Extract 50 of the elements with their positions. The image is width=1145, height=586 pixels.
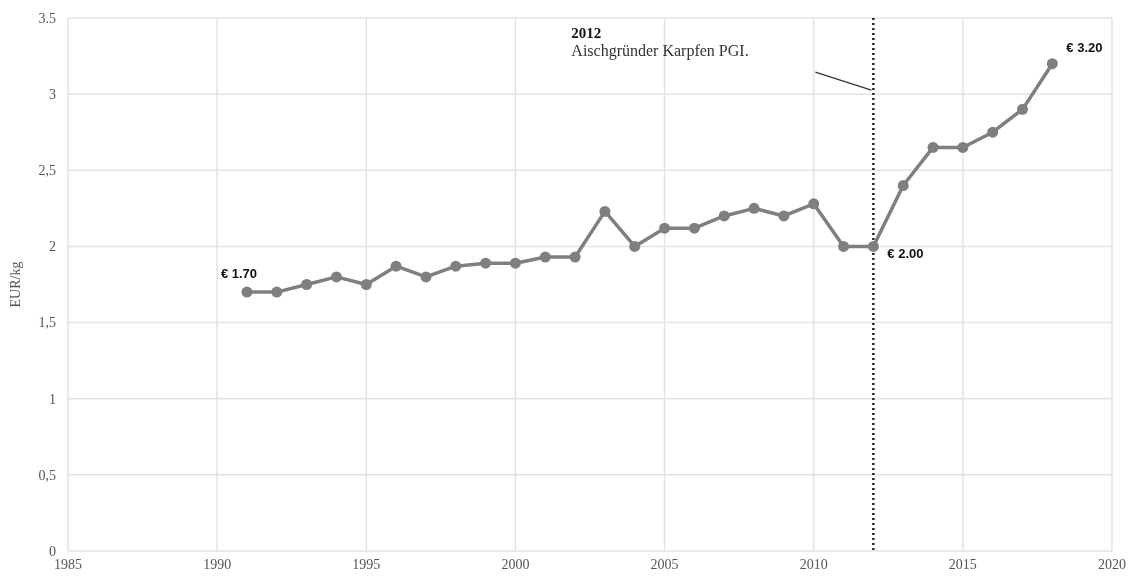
data-label: € 3.20 xyxy=(1066,39,1103,55)
point xyxy=(450,260,462,272)
point xyxy=(599,205,611,217)
point xyxy=(987,126,999,138)
y-tick-label: 3 xyxy=(49,87,56,103)
point xyxy=(897,180,909,192)
x-tick-label: 2015 xyxy=(948,557,977,572)
x-tick-label: 1995 xyxy=(352,557,381,572)
point xyxy=(808,198,820,210)
point xyxy=(1046,58,1058,70)
point xyxy=(659,222,671,234)
point xyxy=(271,286,283,298)
x-tick-label: 2010 xyxy=(799,557,828,572)
y-axis-title: EUR/kg xyxy=(8,261,23,308)
point xyxy=(927,141,939,153)
x-tick-label: 2005 xyxy=(650,557,679,572)
point xyxy=(301,279,313,290)
point xyxy=(688,222,700,234)
y-tick-label: 3.5 xyxy=(38,10,56,26)
point xyxy=(718,210,730,222)
x-tick-label: 2000 xyxy=(501,557,530,572)
point xyxy=(748,202,760,214)
data-label: € 1.70 xyxy=(220,266,258,282)
y-tick-label: 1,5 xyxy=(38,315,56,331)
y-tick-label: 1 xyxy=(49,391,56,407)
y-tick-label: 2 xyxy=(49,239,56,255)
point xyxy=(241,286,253,298)
ref-line-label: 2012 xyxy=(571,25,602,41)
point xyxy=(1017,103,1029,115)
y-tick-label: 0 xyxy=(49,543,56,559)
point xyxy=(957,141,969,153)
x-tick-label: 2020 xyxy=(1098,557,1126,572)
point xyxy=(778,210,790,222)
x-tick-label: 1985 xyxy=(54,557,82,572)
point xyxy=(330,271,342,283)
point xyxy=(390,260,402,272)
point xyxy=(838,240,850,252)
point xyxy=(420,271,432,283)
data-label: € 2.00 xyxy=(887,246,924,262)
point xyxy=(480,257,492,269)
point xyxy=(569,251,581,263)
y-tick-label: 0,5 xyxy=(38,467,56,483)
point xyxy=(867,240,879,252)
point xyxy=(539,251,551,263)
point xyxy=(509,257,521,269)
y-tick-label: 2,5 xyxy=(38,163,56,179)
point xyxy=(629,240,641,252)
x-tick-label: 1990 xyxy=(203,557,232,572)
annotation: Aischgründer Karpfen PGI. xyxy=(571,42,749,61)
point xyxy=(360,279,372,290)
